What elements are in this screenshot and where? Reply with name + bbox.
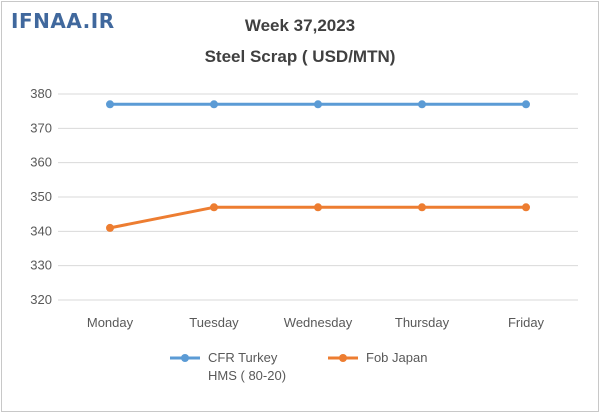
data-point xyxy=(522,203,530,212)
data-point xyxy=(106,223,114,232)
site-watermark: IFNAA.IR xyxy=(11,9,115,33)
data-point xyxy=(106,100,114,109)
legend-marker-1 xyxy=(339,354,347,362)
x-tick-label: Wednesday xyxy=(284,315,353,330)
x-tick-label: Tuesday xyxy=(189,315,239,330)
y-tick-label: 340 xyxy=(30,223,52,238)
y-tick-label: 380 xyxy=(30,86,52,101)
data-point xyxy=(418,203,426,212)
data-point xyxy=(522,100,530,109)
legend-label: Fob Japan xyxy=(366,350,427,365)
y-tick-label: 320 xyxy=(30,292,52,307)
data-point xyxy=(210,100,218,109)
y-tick-label: 350 xyxy=(30,189,52,204)
y-tick-label: 360 xyxy=(30,155,52,170)
y-tick-label: 370 xyxy=(30,120,52,135)
legend-label: HMS ( 80-20) xyxy=(208,368,286,383)
legend: CFR Turkey HMS ( 80-20) Fob Japan xyxy=(170,350,427,383)
legend-label: CFR Turkey xyxy=(208,350,278,365)
x-tick-label: Friday xyxy=(508,315,545,330)
data-point xyxy=(418,100,426,109)
series-lines xyxy=(106,100,530,232)
chart-subtitle: Steel Scrap ( USD/MTN) xyxy=(204,47,396,66)
x-axis-ticks: Monday Tuesday Wednesday Thursday Friday xyxy=(87,315,545,330)
x-tick-label: Monday xyxy=(87,315,134,330)
legend-marker-0 xyxy=(181,354,189,362)
data-point xyxy=(314,100,322,109)
gridlines xyxy=(58,93,578,301)
x-tick-label: Thursday xyxy=(395,315,450,330)
data-point xyxy=(314,203,322,212)
chart-title: Week 37,2023 xyxy=(244,16,356,35)
y-axis-ticks: 320 330 340 350 360 370 380 xyxy=(30,86,52,307)
y-tick-label: 330 xyxy=(30,258,52,273)
data-point xyxy=(210,203,218,212)
